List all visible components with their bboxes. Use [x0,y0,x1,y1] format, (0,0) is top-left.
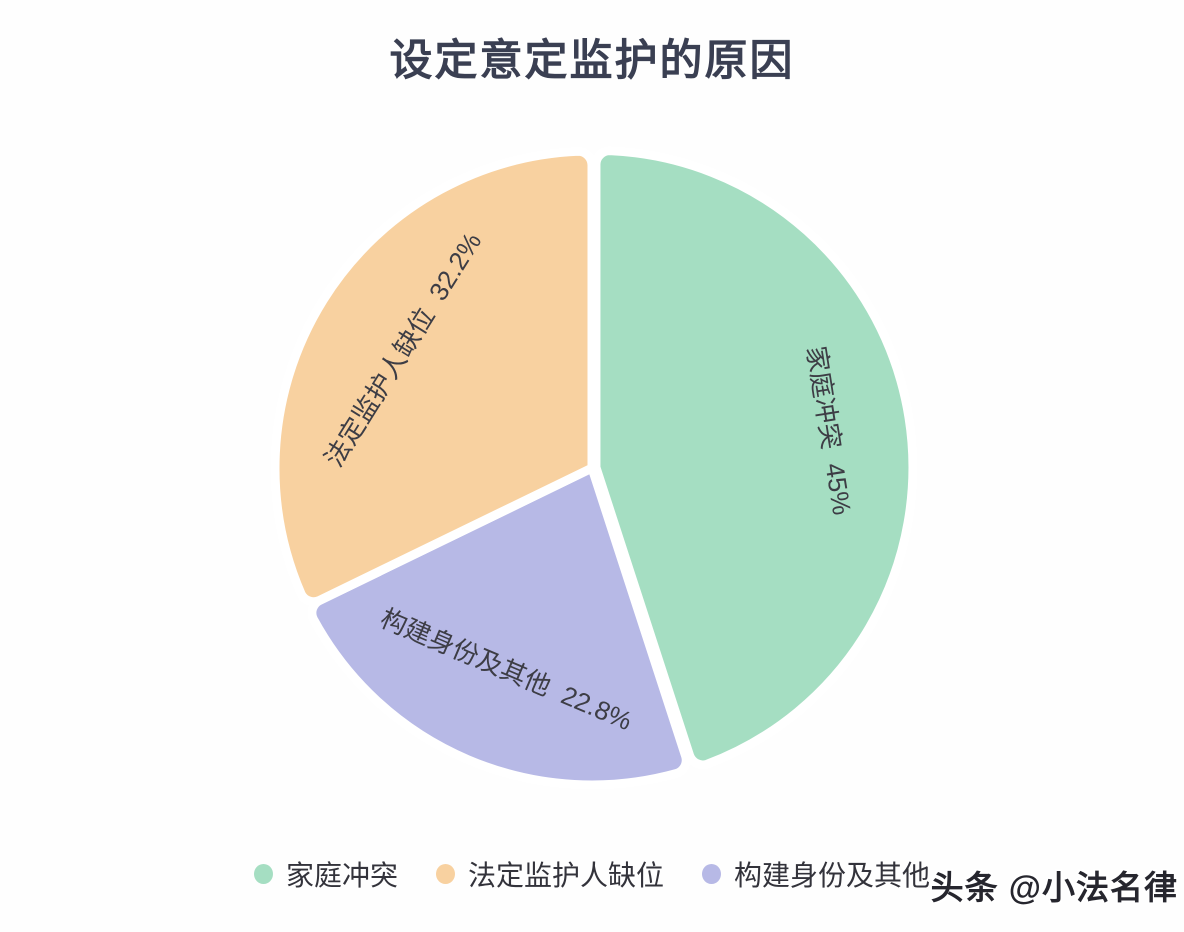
legend-dot [435,864,455,884]
legend: 家庭冲突 法定监护人缺位 构建身份及其他 [0,854,1184,894]
pie-slice[interactable] [307,463,691,790]
legend-label: 构建身份及其他 [734,860,931,891]
legend-label: 法定监护人缺位 [467,860,664,891]
pie-slice[interactable] [270,146,597,607]
legend-item[interactable]: 家庭冲突 [253,854,398,894]
legend-label: 家庭冲突 [285,860,398,891]
legend-dot [702,864,721,884]
legend-item[interactable]: 构建身份及其他 [702,854,930,894]
legend-dot [253,864,273,884]
pie-slice[interactable] [591,146,918,770]
legend-item[interactable]: 法定监护人缺位 [435,854,664,894]
chart-title: 设定意定监护的原因 [389,37,795,85]
watermark: 头条 @小法名律 [930,869,1178,906]
